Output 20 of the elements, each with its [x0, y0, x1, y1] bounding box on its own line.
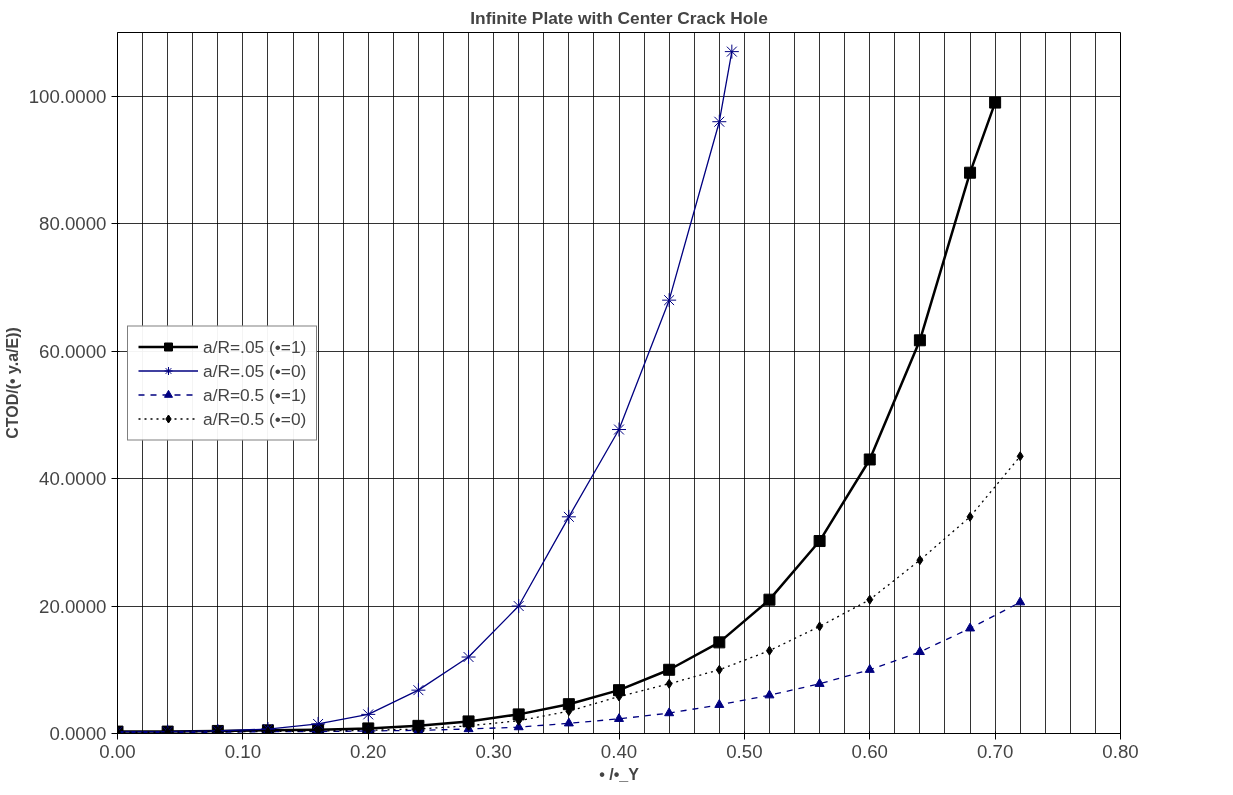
x-axis-title: • /•_Y: [599, 765, 640, 783]
legend-label: a/R=.05 (•=0): [203, 360, 307, 381]
x-tick-label: 0.80: [1102, 740, 1139, 762]
x-tick-label: 0.20: [350, 740, 387, 762]
chart-title: Infinite Plate with Center Crack Hole: [470, 7, 769, 28]
x-tick-label: 0.30: [475, 740, 512, 762]
x-tick-label: 0.10: [224, 740, 262, 762]
x-tick-label: 0.50: [726, 740, 763, 762]
y-tick-label: 60.0000: [39, 340, 107, 362]
y-tick-label: 100.0000: [28, 85, 107, 107]
legend-label: a/R=.05 (•=1): [203, 336, 307, 357]
legend-label: a/R=0.5 (•=1): [203, 384, 307, 405]
y-axis-title: CTOD/(• y.a/E)): [3, 327, 21, 439]
y-tick-label: 20.0000: [39, 595, 107, 617]
x-tick-label: 0.70: [976, 740, 1014, 762]
y-tick-label: 80.0000: [39, 213, 107, 235]
legend-label: a/R=0.5 (•=0): [203, 408, 307, 429]
y-tick-label: 40.0000: [39, 468, 107, 490]
x-tick-label: 0.60: [851, 740, 888, 762]
x-tick-label: 0.40: [600, 740, 638, 762]
